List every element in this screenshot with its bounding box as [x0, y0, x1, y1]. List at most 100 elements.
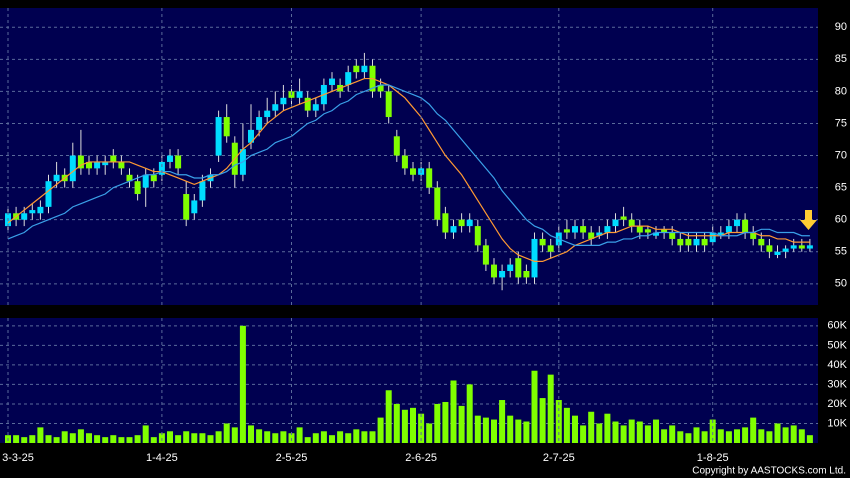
candle-body: [102, 161, 109, 166]
volume-bar: [320, 431, 327, 443]
candle-body: [150, 174, 157, 182]
volume-bar: [13, 435, 20, 443]
candle-body: [661, 229, 668, 233]
volume-bar: [329, 435, 335, 443]
candle-body: [669, 232, 676, 239]
volume-bar: [110, 435, 117, 443]
candle-body: [539, 238, 546, 246]
y-tick-label: 65: [835, 182, 847, 194]
volume-bar: [677, 431, 684, 443]
volume-bar: [102, 437, 109, 443]
price-panel: [0, 8, 818, 305]
volume-bar: [644, 425, 651, 443]
candle-body: [167, 155, 173, 162]
volume-bar: [766, 431, 773, 443]
volume-bar: [45, 435, 52, 443]
volume-bar: [231, 427, 238, 443]
candle-body: [701, 238, 708, 246]
candle-body: [264, 110, 271, 118]
candle-body: [272, 104, 279, 111]
candle-body: [734, 219, 740, 227]
volume-bar: [280, 431, 287, 443]
candle-body: [223, 117, 230, 137]
x-tick-label: 1-8-25: [697, 452, 729, 464]
volume-bar: [410, 407, 416, 443]
candle-body: [215, 117, 222, 156]
volume-bar: [199, 433, 206, 443]
x-tick-label: 3-3-25: [2, 452, 34, 464]
volume-bar: [256, 429, 263, 443]
candle-body: [426, 168, 433, 188]
candle-body: [248, 129, 254, 143]
volume-bar: [734, 429, 740, 443]
candle-body: [256, 117, 263, 130]
volume-bar: [296, 427, 303, 443]
y-tick-label: 50K: [827, 339, 847, 351]
candle-body: [126, 174, 133, 182]
volume-panel: [0, 318, 818, 443]
candle-body: [547, 245, 554, 252]
candle-body: [782, 248, 789, 252]
ma-line: [7, 84, 810, 246]
candle-body: [507, 264, 514, 272]
volume-bar: [547, 374, 554, 443]
volume-bar: [248, 425, 254, 443]
volume-bar: [636, 421, 643, 443]
candle-body: [280, 97, 287, 105]
volume-bar: [61, 431, 68, 443]
volume-bar: [304, 437, 311, 443]
candle-body: [377, 84, 384, 92]
volume-bar: [21, 437, 28, 443]
candle-body: [296, 91, 303, 98]
volume-bar: [450, 380, 457, 443]
volume-bar: [774, 423, 781, 443]
candle-body: [717, 232, 724, 236]
candle-body: [604, 226, 611, 233]
candle-body: [806, 245, 813, 249]
volume-bar: [183, 431, 190, 443]
candle-body: [199, 181, 206, 201]
candle-body: [798, 245, 805, 249]
candle-body: [191, 200, 198, 214]
volume-bar: [669, 425, 676, 443]
volume-bar: [531, 370, 538, 443]
volume-bar: [167, 431, 173, 443]
candle-body: [677, 238, 684, 246]
marker-arrow: [800, 210, 817, 230]
volume-bar: [798, 429, 805, 443]
volume-bar: [337, 431, 344, 443]
volume-bar: [353, 429, 360, 443]
candle-body: [158, 161, 165, 175]
volume-bar: [661, 429, 668, 443]
candle-body: [515, 258, 522, 278]
copyright: Copyright by AASTOCKS.com Ltd.: [692, 466, 846, 477]
candle-body: [393, 136, 400, 156]
x-tick-label: 2-7-25: [543, 452, 575, 464]
volume-bar: [369, 431, 376, 443]
candle-body: [580, 226, 587, 233]
volume-bar: [612, 421, 619, 443]
candle-body: [693, 238, 700, 246]
y-tick-label: 60K: [827, 320, 847, 332]
volume-bar: [377, 417, 384, 443]
volume-bar: [596, 423, 603, 443]
candle-body: [725, 226, 732, 233]
volume-bar: [401, 409, 408, 443]
candle-body: [77, 155, 84, 169]
volume-bar: [790, 425, 797, 443]
candle-body: [434, 187, 441, 220]
volume-bar: [507, 415, 514, 443]
y-tick-label: 10K: [827, 417, 847, 429]
volume-bar: [717, 429, 724, 443]
candle-body: [69, 155, 76, 182]
candle-body: [312, 104, 319, 111]
volume-bar: [150, 437, 157, 443]
candle-body: [644, 229, 651, 233]
candle-body: [572, 226, 578, 233]
candle-body: [620, 216, 627, 220]
candle-body: [766, 245, 773, 252]
volume-bar: [491, 419, 497, 443]
volume-bar: [742, 427, 749, 443]
candle-body: [304, 97, 311, 111]
volume-bar: [685, 433, 692, 443]
